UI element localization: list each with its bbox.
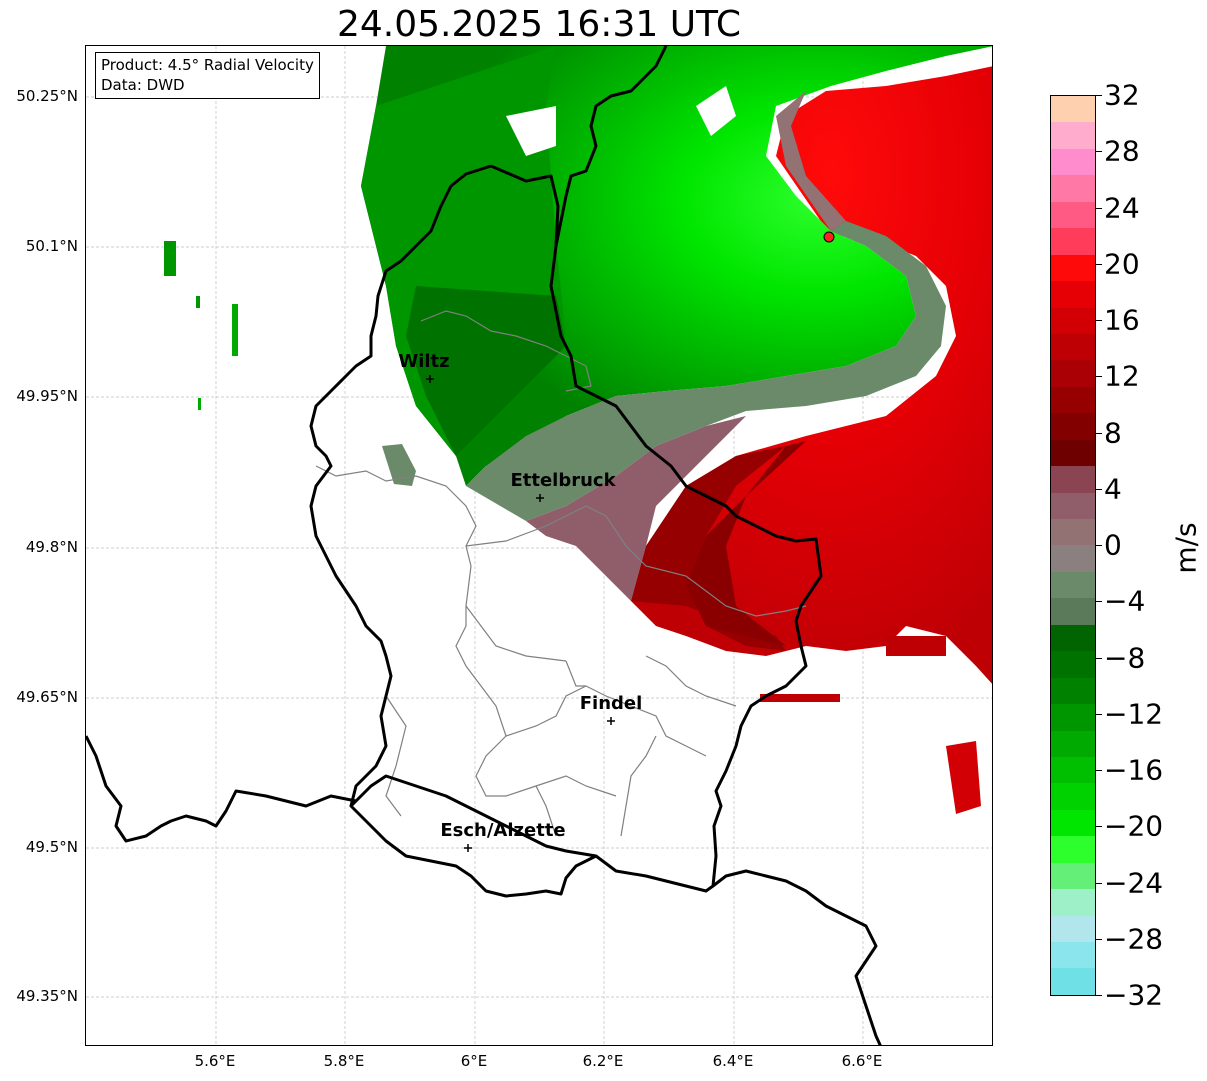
colorbar-segment [1051, 386, 1095, 414]
colorbar-tick-mark [1096, 601, 1102, 603]
colorbar-segment [1051, 598, 1095, 625]
lat-tick-label: 49.5°N [25, 838, 78, 856]
colorbar-tick-label: −16 [1104, 753, 1164, 787]
colorbar-tick-mark [1096, 376, 1102, 378]
colorbar-tick-mark [1096, 95, 1102, 96]
colorbar-tick-label: −32 [1104, 978, 1164, 1012]
lat-tick-label: 49.65°N [16, 688, 78, 706]
city-label-esch-alzette: Esch/Alzette [440, 820, 566, 841]
colorbar-segment [1051, 333, 1095, 361]
colorbar-tick-label: −4 [1104, 584, 1146, 618]
colorbar-tick-mark [1096, 826, 1102, 828]
city-label-findel: Findel [579, 693, 643, 714]
lat-tick-label: 49.95°N [16, 387, 78, 405]
colorbar-segment [1051, 730, 1095, 757]
lat-tick-label: 50.25°N [16, 87, 78, 105]
colorbar-segment [1051, 439, 1095, 467]
colorbar-segment [1051, 889, 1095, 916]
colorbar-segment [1051, 942, 1095, 969]
lat-tick-label: 49.35°N [16, 987, 78, 1005]
colorbar-tick-label: 32 [1104, 78, 1140, 112]
colorbar-segment [1051, 783, 1095, 810]
lon-tick-label: 6.2°E [582, 1052, 624, 1070]
colorbar-tick-label: −8 [1104, 641, 1146, 674]
city-label-ettelbruck: Ettelbruck [510, 470, 616, 491]
colorbar-segment [1051, 228, 1095, 255]
lon-tick-label: 5.6°E [194, 1052, 236, 1070]
colorbar-tick-mark [1096, 657, 1102, 659]
colorbar-segment [1051, 413, 1095, 440]
city-label-wiltz: Wiltz [398, 351, 450, 372]
radar-velocity-field [164, 46, 992, 814]
colorbar-tick-label: 28 [1104, 134, 1140, 168]
lon-tick-label: 6°E [460, 1052, 488, 1070]
lon-tick-label: 6.6°E [841, 1052, 883, 1070]
colorbar-segment [1051, 466, 1095, 493]
colorbar-segment [1051, 836, 1095, 863]
colorbar-tick-label: −28 [1104, 922, 1164, 956]
colorbar-tick-mark [1096, 207, 1102, 209]
colorbar-tick-label: 12 [1104, 359, 1140, 393]
colorbar-segment [1051, 968, 1095, 995]
colorbar-segment [1051, 254, 1095, 282]
colorbar-tick-mark [1096, 432, 1102, 434]
colorbar-segment [1051, 756, 1095, 784]
map-title: 24.05.2025 16:31 UTC [336, 4, 742, 45]
colorbar-segment [1051, 571, 1095, 599]
colorbar-segment [1051, 519, 1095, 546]
lon-tick-label: 6.4°E [712, 1052, 754, 1070]
product-label: Product: 4.5° Radial Velocity [101, 56, 314, 74]
mesocyclone-marker [823, 231, 835, 243]
colorbar-segment [1051, 624, 1095, 652]
colorbar-segment [1051, 677, 1095, 705]
lat-tick-label: 49.8°N [25, 538, 78, 556]
district-boundaries [315, 310, 807, 837]
colorbar-segment [1051, 148, 1095, 176]
colorbar-segment [1051, 307, 1095, 334]
colorbar-tick-label: −24 [1104, 866, 1164, 899]
radar-map[interactable] [85, 45, 993, 1046]
colorbar-segment [1051, 281, 1095, 308]
colorbar-tick-mark [1096, 545, 1102, 546]
colorbar-segment [1051, 862, 1095, 890]
lon-tick-label: 5.8°E [323, 1052, 365, 1070]
colorbar-tick-mark [1096, 882, 1102, 884]
colorbar-segment [1051, 809, 1095, 837]
colorbar-segment [1051, 360, 1095, 387]
colorbar-tick-mark [1096, 938, 1102, 940]
colorbar-tick-label: 8 [1104, 416, 1122, 449]
country-borders [86, 46, 882, 1045]
colorbar-tick-mark [1096, 263, 1102, 265]
colorbar-tick-mark [1096, 488, 1102, 490]
colorbar-tick-mark [1096, 320, 1102, 321]
colorbar-segment [1051, 704, 1095, 731]
radar-map-canvas [86, 46, 992, 1045]
colorbar-tick-mark [1096, 713, 1102, 715]
velocity-colorbar [1050, 95, 1096, 996]
colorbar-segment [1051, 122, 1095, 149]
colorbar-tick-label: 4 [1104, 472, 1122, 506]
product-info-box: Product: 4.5° Radial Velocity Data: DWD [95, 52, 320, 99]
colorbar-tick-label: 16 [1104, 303, 1140, 337]
colorbar-segment [1051, 175, 1095, 202]
lat-tick-label: 50.1°N [25, 237, 78, 255]
colorbar-tick-mark [1096, 151, 1102, 153]
colorbar-segment [1051, 96, 1095, 123]
colorbar-tick-label: −12 [1104, 697, 1164, 731]
colorbar-tick-mark [1096, 770, 1102, 771]
data-source-label: Data: DWD [101, 76, 185, 94]
city-markers [426, 375, 615, 852]
colorbar-tick-label: −20 [1104, 809, 1164, 843]
colorbar-tick-mark [1096, 995, 1102, 996]
colorbar-tick-label: 20 [1104, 247, 1140, 281]
colorbar-unit-label: m/s [1169, 522, 1203, 574]
colorbar-tick-label: 0 [1104, 528, 1122, 562]
colorbar-segment [1051, 915, 1095, 942]
colorbar-segment [1051, 545, 1095, 572]
colorbar-segment [1051, 651, 1095, 678]
colorbar-segment [1051, 492, 1095, 519]
colorbar-tick-label: 24 [1104, 191, 1140, 224]
colorbar-segment [1051, 201, 1095, 229]
